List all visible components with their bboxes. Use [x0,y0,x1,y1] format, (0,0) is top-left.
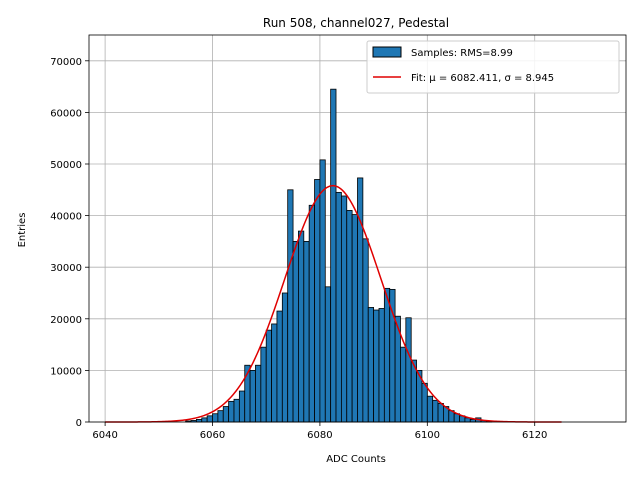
histogram-bar [249,369,256,423]
histogram-bar [265,329,272,423]
histogram-bar [400,346,407,423]
histogram-bar [222,406,230,423]
legend-box [366,40,620,94]
y-tick-label: 60000 [50,108,82,119]
histogram-bar [426,395,434,423]
x-tick-label: 6060 [200,430,225,441]
x-axis-ticks: 6040 6060 6080 6100 6120 [92,422,547,441]
x-axis-title: ADC Counts [326,454,386,465]
histogram-bar [303,240,310,423]
histogram-bar [298,230,305,423]
histogram-bar [281,292,289,423]
histogram-bar [308,204,315,423]
y-tick-label: 0 [76,418,82,429]
histogram-bar [260,346,267,423]
chart-title: Run 508, channel027, Pedestal [263,16,449,30]
plot-frame [88,34,627,423]
histogram-bar [212,413,219,423]
histogram-bar [228,400,235,423]
fit-curve [105,184,562,423]
y-tick-label: 10000 [50,366,82,377]
x-tick-label: 6080 [307,430,332,441]
y-tick-label: 70000 [50,57,82,68]
histogram-bar [233,398,240,423]
histogram-bar [324,286,332,423]
histogram-bar [330,88,337,423]
legend: Samples: RMS=8.99 Fit: μ = 6082.411, σ =… [366,40,620,94]
histogram-bar [276,310,283,423]
y-tick-label: 30000 [50,263,82,274]
histogram-bar [271,323,278,423]
y-axis-title: Entries [17,213,28,248]
x-tick-label: 6040 [92,430,117,441]
histogram-bar [335,191,342,423]
histogram-bar [319,159,326,423]
histogram-bars [185,88,493,423]
histogram-bar [351,214,358,423]
legend-histogram-swatch [372,46,402,58]
histogram-bar [201,417,208,423]
histogram-bar [405,317,412,423]
histogram-bar [432,399,439,423]
histogram-bar [357,177,364,423]
y-tick-label: 20000 [50,315,82,326]
x-tick-label: 6100 [415,430,440,441]
histogram-bar [437,403,444,423]
histogram-bar [238,390,246,423]
histogram-bar [367,307,375,423]
histogram-bar [314,179,321,423]
histogram-bar [217,410,224,423]
y-tick-label: 50000 [50,160,82,171]
histogram-bar [362,238,369,423]
histogram-bar [378,308,385,423]
legend-fit-label: Fit: μ = 6082.411, σ = 8.945 [411,73,554,84]
legend-histogram-label: Samples: RMS=8.99 [411,48,513,59]
histogram-bar [421,382,428,423]
histogram-bar [255,364,262,423]
histogram-bar [383,287,391,423]
histogram-bar [287,189,294,423]
histogram-bar [292,240,299,423]
y-axis-ticks: 0 10000 20000 30000 40000 50000 60000 70000 [50,57,89,429]
x-tick-label: 6120 [522,430,547,441]
histogram-bar [346,210,353,423]
histogram-bar [340,195,348,423]
histogram-bar [206,415,213,423]
histogram-bar [373,309,380,423]
y-tick-label: 40000 [50,212,82,223]
